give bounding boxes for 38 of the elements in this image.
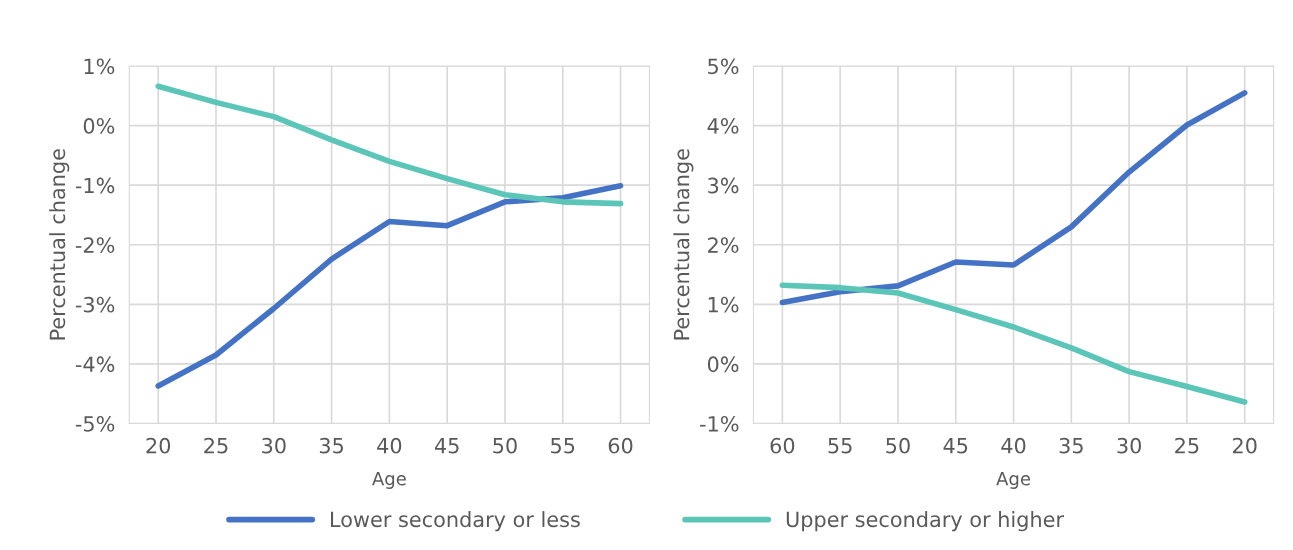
x-tick-label: 60 — [770, 437, 795, 454]
x-tick-label: 25 — [204, 437, 228, 454]
x-tick-label: 40 — [1001, 437, 1026, 454]
x-tick-label: 55 — [551, 438, 575, 454]
x-axis-title: Age — [372, 472, 406, 489]
x-tick-label: 25 — [1175, 437, 1199, 454]
x-tick-label: 30 — [1117, 437, 1141, 454]
x-tick-label: 45 — [943, 438, 968, 454]
x-axis-title: Age — [996, 472, 1031, 489]
y-tick-label: 5% — [708, 58, 739, 75]
x-tick-label: 45 — [434, 438, 459, 454]
x-tick-label: 20 — [1232, 437, 1257, 454]
y-tick-label: -2% — [75, 237, 115, 253]
x-tick-label: 35 — [319, 437, 344, 454]
y-tick-label: -1% — [700, 415, 739, 432]
y-tick-label: -5% — [75, 415, 115, 432]
x-tick-label: 20 — [146, 437, 171, 454]
x-tick-label: 35 — [1059, 437, 1083, 454]
y-tick-label: -1% — [75, 177, 115, 194]
y-tick-label: 0% — [707, 356, 739, 373]
y-tick-label: 4% — [707, 118, 739, 134]
x-tick-label: 30 — [262, 437, 286, 454]
x-tick-label: 60 — [608, 437, 633, 454]
y-axis-title: Percentual change — [49, 149, 70, 340]
y-tick-label: 3% — [708, 177, 739, 194]
x-tick-label: 55 — [828, 438, 852, 454]
y-tick-label: 2% — [708, 237, 739, 253]
y-tick-label: 0% — [83, 118, 115, 134]
x-tick-label: 50 — [886, 437, 910, 454]
y-tick-label: 1% — [708, 296, 739, 313]
y-axis-title: Percentual change — [673, 149, 694, 340]
legend-label: Upper secondary or higher — [786, 511, 1065, 532]
x-tick-label: 50 — [493, 437, 517, 454]
y-tick-label: -3% — [75, 296, 115, 313]
legend-label: Lower secondary or less — [331, 511, 580, 532]
x-tick-label: 40 — [377, 437, 402, 454]
y-tick-label: 1% — [84, 58, 115, 75]
y-tick-label: -4% — [75, 356, 115, 373]
